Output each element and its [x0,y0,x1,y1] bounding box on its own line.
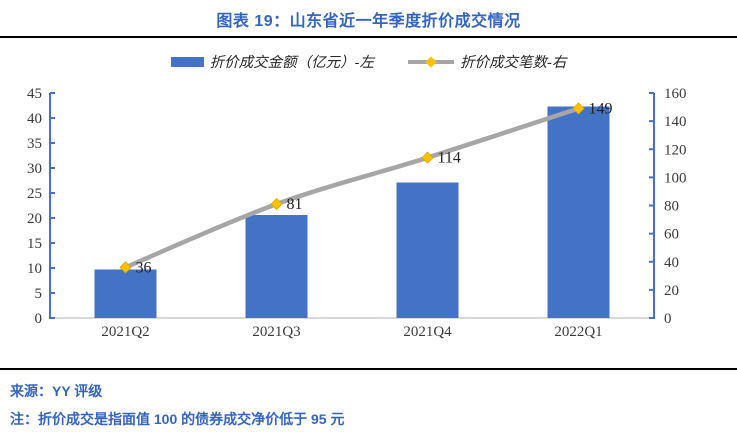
right-axis-tick-label: 100 [664,170,687,186]
left-axis-tick-label: 0 [35,311,43,327]
right-axis-tick-label: 160 [664,86,687,102]
source-line: 来源：YY 评级 [10,383,103,399]
x-axis-label-2021Q3: 2021Q3 [252,324,300,340]
x-axis-label-2021Q2: 2021Q2 [101,324,149,340]
right-axis-tick-label: 40 [664,255,679,271]
bar-series-swatch-icon [170,56,204,67]
bar-2021Q3 [245,215,308,318]
left-axis-tick-label: 40 [27,111,42,127]
legend-label-bar-series: 折价成交金额（亿元）-左 [209,55,374,71]
note-line: 注：折价成交是指面值 100 的债券成交净价低于 95 元 [10,411,345,427]
data-label-2021Q3: 81 [287,196,303,213]
x-axis-label-2022Q1: 2022Q1 [554,324,602,340]
data-label-2021Q4: 114 [438,150,461,167]
chart-canvas: 0 5 10 15 20 25 30 35 40 45 0 20 40 60 80 100 120 140 160 3… [27,86,687,340]
left-axis-tick-label: 15 [27,236,42,252]
top-divider [0,36,737,38]
bar-2022Q1 [547,106,610,318]
data-label-2022Q1: 149 [589,100,613,117]
left-axis-tick-label: 5 [35,286,43,302]
bar-2021Q2 [94,269,157,318]
data-label-2021Q2: 36 [136,259,152,276]
line-marker-2021Q3 [270,198,283,211]
left-axis-tick-label: 35 [27,136,42,152]
left-axis-tick-label: 45 [27,86,42,102]
line-series-path [123,106,581,270]
right-axis-tick-label: 0 [664,311,672,327]
right-axis-tick-label: 120 [664,142,687,158]
line-marker-2021Q4 [421,151,434,164]
bar-2021Q4 [396,182,459,318]
line-series-swatch-icon [408,55,454,68]
legend-item-bar-series: 折价成交金额（亿元）-左 [170,51,374,72]
right-axis-tick-label: 60 [664,227,679,243]
bottom-divider [0,368,737,370]
legend-item-line-series: 折价成交笔数-右 [408,51,566,72]
left-axis-tick-label: 30 [27,161,42,177]
line-marker-2021Q2 [119,261,132,274]
left-axis-tick-label: 10 [27,261,42,277]
line-marker-2022Q1 [572,102,585,115]
chart-title: 图表 19：山东省近一年季度折价成交情况 [216,13,521,30]
right-axis-tick-label: 80 [664,199,679,215]
left-axis-tick-label: 20 [27,211,42,227]
left-axis-tick-label: 25 [27,186,42,202]
x-axis-label-2021Q4: 2021Q4 [403,324,452,340]
right-axis-tick-label: 140 [664,114,687,130]
chart-legend: 折价成交金额（亿元）-左 折价成交笔数-右 [0,51,737,72]
diamond-marker-icon [425,55,437,68]
right-axis-tick-label: 20 [664,283,679,299]
legend-label-line-series: 折价成交笔数-右 [460,55,567,71]
combo-chart: 0 5 10 15 20 25 30 35 40 45 0 20 40 60 80 100 120 140 160 3… [0,76,737,346]
